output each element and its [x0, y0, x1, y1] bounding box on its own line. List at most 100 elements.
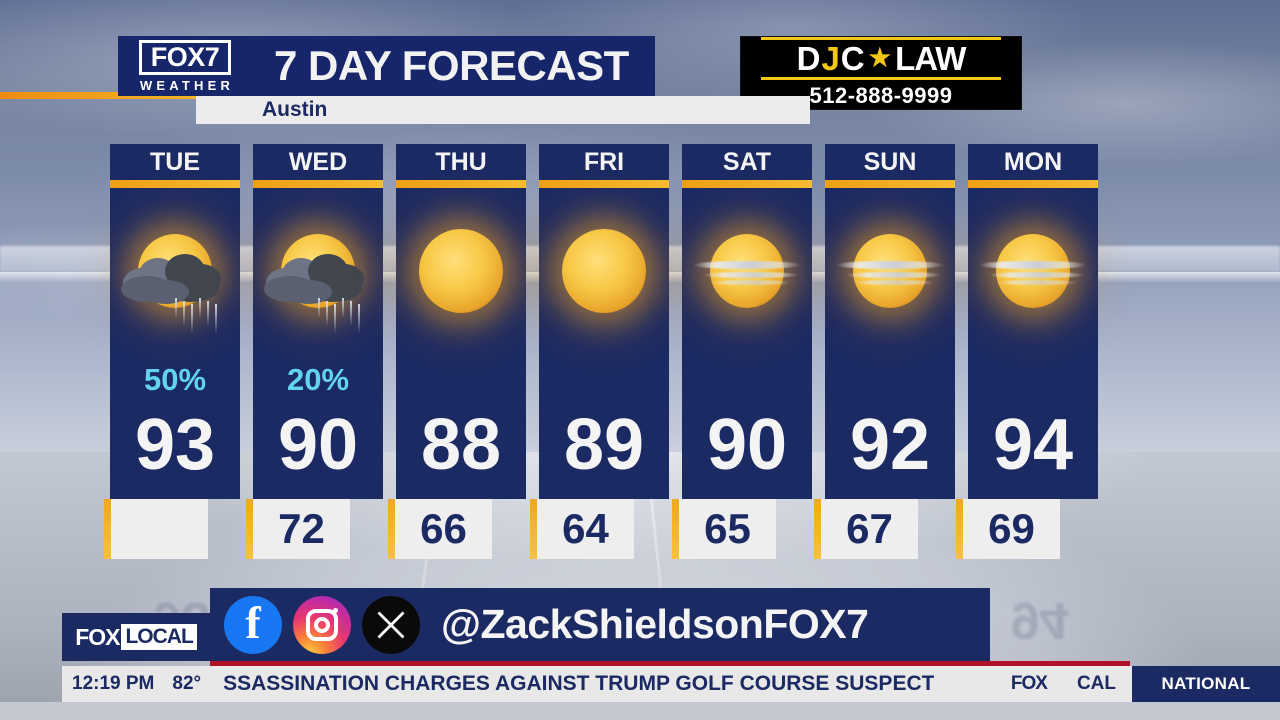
city-label-strip: Austin	[196, 96, 810, 124]
day-accent-rule	[110, 180, 240, 188]
day-name: TUE	[150, 147, 200, 176]
low-temperature: 65	[704, 505, 751, 552]
title-bar: 7 DAY FORECAST	[252, 36, 655, 96]
precipitation-chance: 50%	[143, 362, 207, 397]
ticker-time: 12:19 PM	[72, 673, 155, 694]
day-body: 89	[539, 188, 669, 499]
day-name-header: WED	[253, 144, 383, 180]
sun-thin-cloud-icon	[973, 206, 1093, 336]
low-temperature-cell: 65	[672, 499, 776, 559]
ticker-category-badge: NATIONAL	[1132, 666, 1280, 702]
day-accent-rule	[396, 180, 526, 188]
forecast-day-column: FRI 89	[539, 144, 669, 499]
page-title: 7 DAY FORECAST	[274, 42, 629, 89]
day-body: 90	[682, 188, 812, 499]
low-accent-bar	[814, 499, 821, 559]
low-accent-bar	[104, 499, 111, 559]
fox-local-fox-text: FOX	[75, 623, 120, 650]
precipitation-chance: 20%	[286, 362, 350, 397]
fox-local-local-text: LOCAL	[121, 624, 197, 650]
fox7-logo-text: FOX7	[138, 39, 232, 76]
day-body: 88	[396, 188, 526, 499]
facebook-icon[interactable]: f	[224, 595, 282, 654]
low-accent-bar	[388, 499, 395, 559]
ad-top-rule	[761, 37, 1001, 40]
fox7-weather-logo: FOX7 WEATHER	[118, 36, 252, 96]
low-accent-bar	[956, 499, 963, 559]
header-orange-rule	[0, 92, 196, 99]
ad-letter-d: D	[796, 40, 821, 77]
ad-phone-number: 512-888-9999	[809, 83, 953, 108]
low-value-box: 65	[679, 499, 776, 559]
day-name: MON	[1003, 147, 1063, 176]
low-accent-bar	[246, 499, 253, 559]
low-value-box	[111, 499, 208, 559]
ticker-temperature: 82°	[172, 673, 202, 694]
forecast-day-column: WED 20% 90	[253, 144, 383, 499]
day-name-header: TUE	[110, 144, 240, 180]
low-value-box: 66	[395, 499, 492, 559]
high-temperature: 93	[134, 405, 216, 485]
high-temperature: 94	[992, 405, 1074, 485]
forecast-day-column: MON 94	[968, 144, 1098, 499]
low-temperature-cell: 64	[530, 499, 634, 559]
day-body: 92	[825, 188, 955, 499]
ad-word-law: LAW	[895, 40, 966, 77]
low-value-box: 72	[253, 499, 350, 559]
weather-logo-text: WEATHER	[139, 78, 235, 94]
ticker-headline: SSASSINATION CHARGES AGAINST TRUMP GOLF …	[223, 672, 935, 695]
ticker-fox-label: FOX	[1010, 673, 1048, 694]
day-accent-rule	[825, 180, 955, 188]
low-temperature-cell: 66	[388, 499, 492, 559]
fox-local-logo: FOX LOCAL	[75, 624, 197, 651]
sun-thin-cloud-icon	[687, 206, 807, 336]
low-value-box: 64	[537, 499, 634, 559]
fox-local-badge[interactable]: FOX LOCAL	[62, 613, 210, 661]
day-body: 94	[968, 188, 1098, 499]
day-name-header: SUN	[825, 144, 955, 180]
day-accent-rule	[968, 180, 1098, 188]
low-value-box: 67	[821, 499, 918, 559]
forecast-columns: TUE 50% 93 WED 20% 90 THU 88 FRI 89 SAT 90 SUN 92 MON 9…	[110, 144, 1110, 499]
day-name-header: SAT	[682, 144, 812, 180]
low-temperature-cell: 67	[814, 499, 918, 559]
high-temperature: 88	[420, 405, 502, 485]
low-temperature: 64	[562, 505, 609, 552]
forecast-day-column: SAT 90	[682, 144, 812, 499]
low-temperature-row: 72 66 64 65 67 69	[104, 499, 1114, 559]
day-accent-rule	[539, 180, 669, 188]
ticker-cal-label: CAL	[1076, 673, 1116, 694]
city-name: Austin	[262, 98, 328, 121]
high-temperature: 89	[563, 405, 645, 485]
sun-rain-cloud-icon	[115, 206, 235, 336]
low-temperature-cell: 72	[246, 499, 350, 559]
day-body: 20% 90	[253, 188, 383, 499]
day-accent-rule	[682, 180, 812, 188]
ticker-bottom-edge	[0, 702, 1280, 720]
day-name: SAT	[722, 147, 772, 176]
ad-letter-c: C	[840, 40, 865, 77]
instagram-icon[interactable]	[293, 595, 351, 654]
forecast-header: FOX7 WEATHER 7 DAY FORECAST	[118, 36, 655, 96]
day-name: FRI	[583, 147, 625, 176]
day-name: THU	[435, 147, 487, 176]
day-name-header: THU	[396, 144, 526, 180]
day-name: WED	[288, 147, 348, 176]
low-temperature: 72	[278, 505, 325, 552]
day-body: 50% 93	[110, 188, 240, 499]
day-name: SUN	[863, 147, 917, 176]
high-temperature: 90	[706, 405, 788, 485]
low-value-box: 69	[963, 499, 1060, 559]
social-media-bar: f @ZackShieldsonFOX7	[210, 588, 990, 661]
low-accent-bar	[672, 499, 679, 559]
ad-brand-name: D J C ★ LAW	[796, 40, 967, 77]
day-accent-rule	[253, 180, 383, 188]
ad-bottom-rule	[761, 77, 1001, 80]
day-name-header: MON	[968, 144, 1098, 180]
ticker-red-divider	[210, 661, 1130, 666]
low-accent-bar	[530, 499, 537, 559]
x-twitter-icon[interactable]	[362, 595, 420, 654]
low-temperature-cell: 69	[956, 499, 1060, 559]
low-temperature-cell	[104, 499, 208, 559]
sun-thin-cloud-icon	[830, 206, 950, 336]
